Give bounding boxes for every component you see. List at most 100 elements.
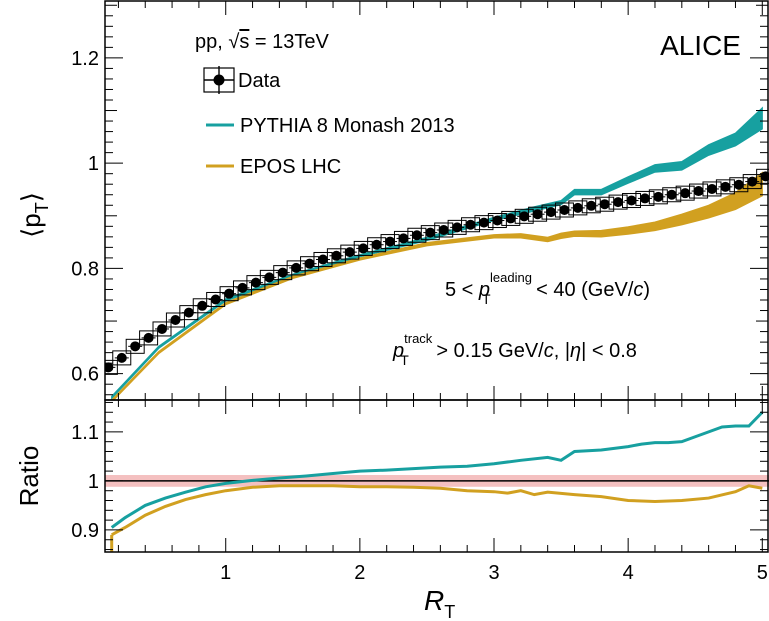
data-point: [105, 359, 118, 375]
data-marker: [130, 341, 141, 352]
data-point: [192, 298, 212, 314]
bottom-y-axis-label: Ratio: [14, 446, 44, 507]
bottom-y-tick-label: 1.1: [71, 422, 99, 444]
data-marker: [747, 176, 758, 187]
data-marker: [586, 200, 597, 211]
top-panel: 0.6 0.8 1 1.2 ⟨pT⟩ pp, √s = 13TeV ALICE Dat…: [16, 0, 769, 401]
data-marker: [532, 209, 543, 220]
x-tick-label: 5: [757, 562, 768, 584]
data-point: [461, 217, 481, 233]
data-point: [340, 244, 360, 260]
systematic-box: [367, 237, 387, 253]
data-marker: [304, 258, 315, 269]
data-point: [139, 330, 159, 346]
x-axis-label: RT: [424, 585, 455, 621]
systematic-box: [152, 321, 172, 337]
systematic-box: [300, 256, 320, 272]
data-marker: [331, 250, 342, 261]
x-tick-label: 2: [354, 562, 365, 584]
data-point: [112, 350, 132, 366]
legend-data-label: Data: [238, 70, 281, 92]
data-marker: [599, 199, 610, 210]
systematic-box: [206, 291, 226, 307]
collision-system-label: pp, √s = 13TeV: [195, 31, 330, 53]
data-marker: [519, 211, 530, 222]
experiment-label: ALICE: [660, 30, 741, 61]
systematic-box: [407, 227, 427, 243]
data-marker: [344, 247, 355, 258]
data-marker: [237, 282, 248, 293]
data-marker: [478, 217, 489, 228]
data-marker: [693, 186, 704, 197]
data-marker: [105, 362, 114, 373]
systematic-box: [353, 240, 373, 256]
data-point: [219, 286, 239, 302]
bottom-axes: 0.9 1 1.1 1 2 3 4 5: [71, 399, 769, 584]
systematic-box: [125, 338, 145, 354]
systematic-box: [393, 230, 413, 246]
systematic-box: [105, 359, 118, 375]
data-marker: [492, 215, 503, 226]
top-data-points: [105, 168, 769, 375]
systematic-box: [326, 248, 346, 264]
systematic-box: [756, 168, 769, 184]
data-marker: [210, 294, 221, 305]
top-y-tick-label: 0.6: [71, 364, 99, 386]
data-marker: [572, 202, 583, 213]
systematic-box: [112, 350, 132, 366]
systematic-box: [192, 298, 212, 314]
track-cut-annotation: ptrack T > 0.15 GeV/c, |η| < 0.8: [392, 331, 637, 368]
data-point: [313, 251, 333, 267]
x-tick-label: 4: [623, 562, 634, 584]
data-marker: [143, 332, 154, 343]
data-point: [420, 225, 440, 241]
data-marker: [197, 300, 208, 311]
data-marker: [277, 267, 288, 278]
data-marker: [116, 352, 127, 363]
systematic-box: [139, 330, 159, 346]
systematic-box: [259, 269, 279, 285]
legend: Data PYTHIA 8 Monash 2013 EPOS LHC: [203, 66, 455, 178]
data-point: [179, 305, 199, 321]
systematic-box: [232, 280, 252, 296]
data-point: [434, 222, 454, 238]
epos-ratio-line: [110, 484, 763, 537]
data-marker: [170, 315, 181, 325]
x-tick-label: 1: [220, 562, 231, 584]
data-point: [152, 321, 172, 337]
epos-band: [111, 171, 763, 400]
data-marker: [613, 197, 624, 208]
systematic-box: [273, 265, 293, 281]
data-marker: [224, 288, 235, 299]
systematic-box: [340, 244, 360, 260]
legend-pythia-label: PYTHIA 8 Monash 2013: [240, 115, 455, 137]
data-marker: [317, 254, 328, 265]
systematic-box: [313, 251, 333, 267]
bottom-uncertainty-band: [105, 475, 769, 487]
data-marker: [559, 205, 570, 215]
systematic-box: [380, 234, 400, 250]
data-point: [125, 338, 145, 354]
systematic-box: [447, 219, 467, 235]
data-marker: [425, 227, 436, 238]
data-marker: [371, 239, 382, 250]
pythia-ratio-line: [110, 411, 764, 529]
data-marker: [438, 225, 449, 235]
systematic-box: [286, 260, 306, 276]
legend-data-marker: [203, 66, 235, 94]
systematic-box: [219, 286, 239, 302]
legend-epos-label: EPOS LHC: [240, 156, 341, 178]
data-point: [326, 248, 346, 264]
data-marker: [733, 179, 744, 190]
data-marker: [639, 193, 650, 204]
data-marker: [465, 219, 476, 230]
data-marker: [183, 307, 194, 318]
data-marker: [411, 230, 422, 241]
data-marker: [385, 236, 396, 247]
systematic-box: [729, 177, 749, 193]
leading-cut-annotation: 5 < pleading T < 40 (GeV/c): [445, 270, 650, 307]
bottom-frame: [104, 399, 769, 553]
data-point: [353, 240, 373, 256]
data-marker: [264, 272, 275, 283]
